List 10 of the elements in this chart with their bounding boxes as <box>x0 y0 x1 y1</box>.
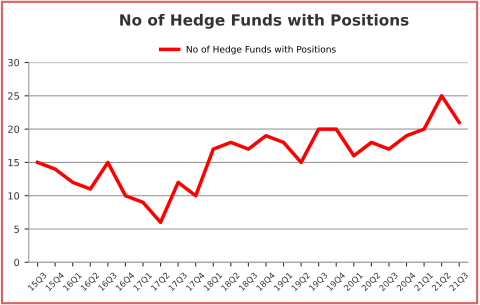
y-tick-label: 15 <box>8 159 19 166</box>
line-series <box>36 94 461 224</box>
y-tick-label: 30 <box>8 59 20 66</box>
y-tick-label: 20 <box>8 126 20 133</box>
y-tick-label: 10 <box>8 192 20 200</box>
y-tick-label: 5 <box>14 226 19 233</box>
chart-title: No of Hedge Funds with Positions <box>120 14 408 29</box>
legend-label: No of Hedge Funds with Positions <box>186 46 336 54</box>
y-tick-label: 0 <box>14 258 20 266</box>
y-tick-label: 25 <box>8 92 19 100</box>
